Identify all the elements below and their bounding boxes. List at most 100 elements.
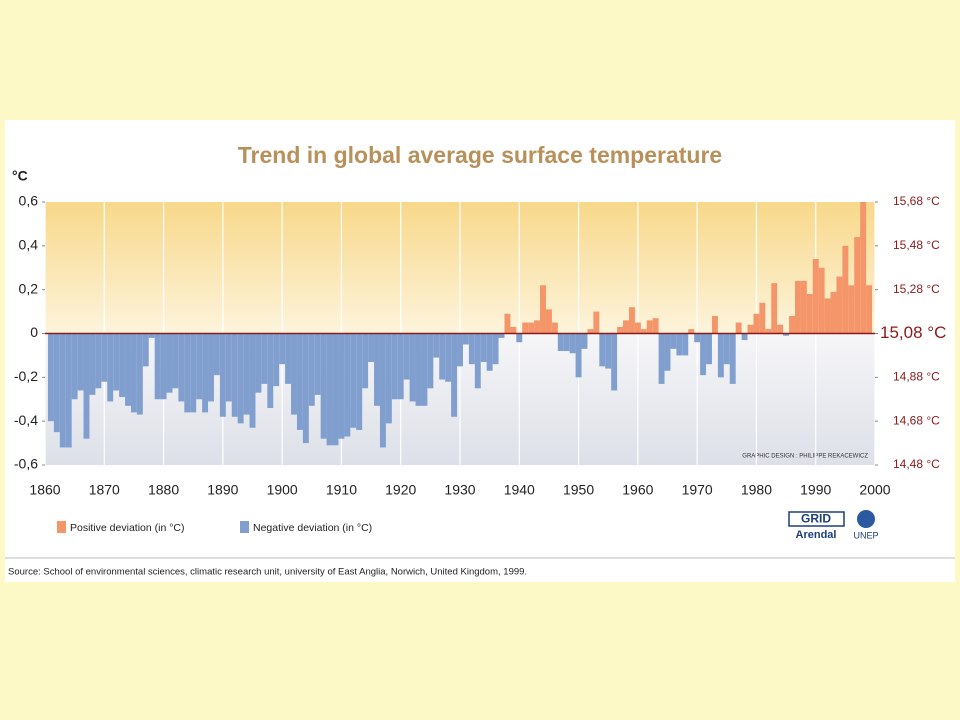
- bar: [557, 333, 564, 352]
- bar: [362, 333, 369, 389]
- bar: [794, 280, 801, 334]
- y2-tick-label: 15,08 °C: [880, 323, 946, 342]
- bar: [516, 333, 523, 343]
- bar: [492, 333, 499, 365]
- bar: [160, 333, 167, 400]
- bar: [711, 315, 718, 334]
- bar: [302, 333, 309, 444]
- source: Source: School of environmental sciences…: [8, 567, 527, 578]
- bar: [664, 333, 671, 371]
- bar: [445, 333, 452, 382]
- bar: [486, 333, 493, 371]
- bar: [812, 258, 819, 334]
- chart-title: Trend in global average surface temperat…: [238, 142, 722, 168]
- bar: [65, 333, 72, 448]
- bar: [628, 307, 635, 334]
- bar: [47, 333, 54, 422]
- bar: [587, 329, 594, 334]
- credit: GRAPHIC DESIGN : PHILIPPE REKACEWICZ: [742, 454, 868, 460]
- y2-tick-label: 15,48 °C: [893, 238, 940, 252]
- bar: [279, 333, 286, 365]
- y-tick-label: 0,6: [19, 193, 39, 209]
- bar: [611, 333, 618, 391]
- bar: [332, 333, 339, 446]
- y2-tick-label: 14,68 °C: [893, 413, 940, 427]
- bar: [196, 333, 203, 400]
- bar: [789, 315, 795, 334]
- bar: [646, 320, 653, 334]
- bar: [783, 333, 790, 336]
- y-tick-label: 0,2: [19, 280, 39, 296]
- bar: [818, 267, 825, 334]
- bar: [777, 324, 784, 334]
- bar: [706, 333, 712, 365]
- bar: [652, 318, 659, 334]
- y2-tick-label: 14,88 °C: [893, 370, 940, 384]
- bar: [344, 333, 351, 437]
- logo-text: GRID: [801, 512, 831, 526]
- bar: [806, 294, 813, 334]
- bar: [658, 333, 665, 384]
- bar: [551, 322, 558, 334]
- bar: [640, 329, 647, 334]
- bar: [178, 333, 185, 402]
- bar: [231, 333, 238, 417]
- y2-tick-label: 14,48 °C: [893, 457, 940, 471]
- legend-swatch: [57, 521, 66, 533]
- bar: [101, 333, 108, 382]
- y-tick-label: -0,2: [14, 368, 38, 384]
- bar: [202, 333, 209, 413]
- bar: [836, 276, 843, 334]
- bar: [391, 333, 398, 400]
- bar: [273, 333, 280, 387]
- bar: [415, 333, 422, 406]
- bar: [119, 333, 126, 398]
- x-tick-label: 1970: [682, 482, 713, 498]
- x-tick-label: 1950: [563, 482, 594, 498]
- bar: [308, 333, 315, 406]
- bar: [848, 285, 855, 334]
- bar: [107, 333, 114, 402]
- bar: [71, 333, 78, 400]
- bar: [563, 333, 570, 352]
- bar: [451, 333, 458, 417]
- bar: [166, 333, 173, 393]
- bar: [480, 333, 487, 362]
- y-tick-label: 0,4: [19, 237, 39, 253]
- bar: [397, 333, 404, 400]
- bar: [593, 311, 600, 334]
- bar: [599, 333, 606, 367]
- bar: [759, 302, 766, 334]
- bar: [136, 333, 143, 415]
- x-tick-label: 2000: [859, 482, 890, 498]
- bar: [498, 333, 505, 338]
- bar: [285, 333, 292, 384]
- bar: [765, 329, 772, 334]
- bar: [747, 324, 754, 334]
- bar: [208, 333, 214, 402]
- bar: [350, 333, 357, 428]
- bar: [617, 326, 624, 334]
- x-tick-label: 1980: [741, 482, 772, 498]
- bar: [243, 333, 250, 415]
- bar: [682, 333, 689, 356]
- bar: [59, 333, 66, 448]
- bar: [403, 333, 410, 380]
- bar: [291, 333, 297, 415]
- bar: [468, 333, 475, 365]
- bar: [581, 333, 588, 349]
- y2-tick-label: 15,28 °C: [893, 282, 940, 296]
- x-tick-label: 1910: [326, 482, 357, 498]
- bar: [326, 333, 333, 446]
- bar: [860, 202, 867, 334]
- x-tick-label: 1990: [800, 482, 831, 498]
- logo-text: UNEP: [853, 530, 878, 540]
- bar: [83, 333, 90, 439]
- bar: [184, 333, 191, 413]
- bar: [545, 309, 552, 334]
- bar: [77, 333, 84, 391]
- x-tick-label: 1870: [89, 482, 120, 498]
- bar: [729, 333, 736, 384]
- bar: [534, 320, 541, 334]
- bar: [605, 333, 612, 369]
